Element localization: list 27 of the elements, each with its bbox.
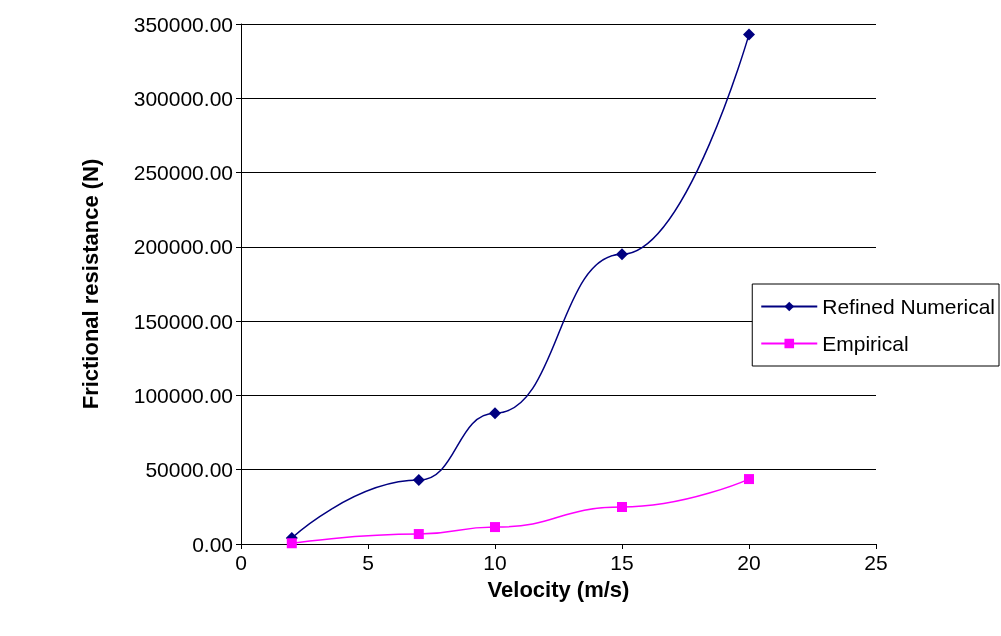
point — [286, 538, 297, 549]
y-tick-label: 100000.00 — [133, 383, 233, 407]
y-tick-label: 200000.00 — [133, 235, 233, 259]
point — [743, 28, 755, 41]
point — [616, 248, 628, 261]
point — [744, 474, 754, 485]
y-tick-label: 50000.00 — [145, 458, 233, 482]
y-tick-label: 350000.00 — [133, 12, 233, 36]
y-tick-label: 0.00 — [192, 532, 233, 556]
y-tick-label: 150000.00 — [133, 309, 233, 333]
point — [617, 502, 627, 513]
legend-label: Empirical — [822, 332, 909, 355]
x-tick-label: 20 — [737, 551, 761, 574]
y-tick-label: 300000.00 — [133, 86, 233, 110]
x-tick-label: 5 — [362, 551, 374, 574]
x-tick-label: 0 — [235, 551, 247, 574]
legend-label: Refined Numerical — [822, 295, 996, 318]
y-axis-title: Frictional resistance (N) — [77, 158, 103, 410]
point — [413, 529, 424, 540]
point — [489, 407, 501, 420]
x-tick-label: 10 — [483, 551, 507, 574]
point — [412, 474, 425, 487]
y-tick-label: 250000.00 — [133, 161, 233, 185]
x-tick-label: 25 — [864, 551, 888, 574]
point — [490, 522, 500, 533]
x-tick-label: 15 — [610, 551, 634, 574]
x-axis-title: Velocity (m/s) — [487, 576, 630, 602]
